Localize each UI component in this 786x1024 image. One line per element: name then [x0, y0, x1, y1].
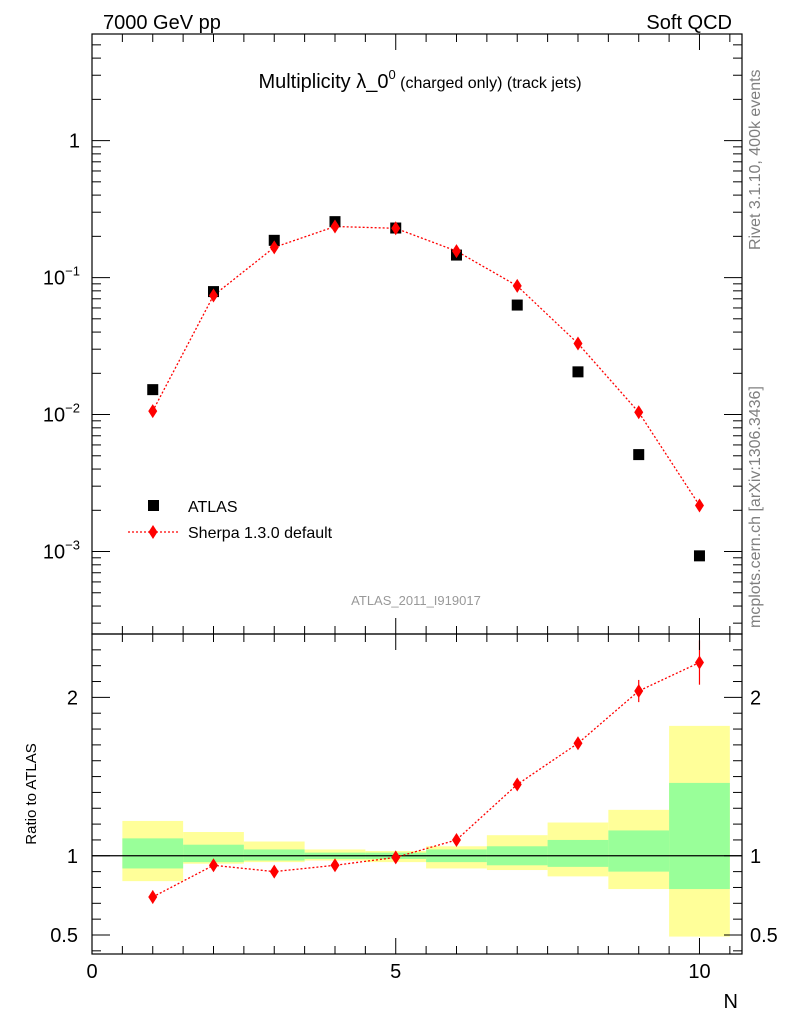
x-tick-label: 0: [86, 961, 97, 983]
atlas-point: [633, 449, 645, 461]
ratio-point: [694, 655, 704, 670]
ratio-y-tick-label-left: 2: [67, 687, 78, 709]
legend-sherpa-label: Sherpa 1.3.0 default: [188, 525, 333, 542]
stat-uncertainty-band: [122, 838, 184, 869]
ratio-point: [451, 832, 461, 847]
stat-uncertainty-band: [608, 830, 670, 872]
ratio-point: [391, 850, 401, 865]
legend-atlas-label: ATLAS: [188, 499, 238, 516]
stat-uncertainty-band: [547, 839, 609, 867]
ratio-point: [573, 736, 583, 751]
ratio-point: [269, 864, 279, 879]
legend: ATLAS Sherpa 1.3.0 default: [128, 499, 333, 542]
y-tick-label: 1: [69, 131, 80, 153]
x-tick-label: 10: [688, 961, 710, 983]
sherpa-point: [148, 404, 158, 419]
rivet-version-label: Rivet 3.1.10, 400k events: [747, 69, 764, 250]
atlas-point: [268, 234, 280, 246]
atlas-point: [572, 366, 584, 378]
sherpa-point: [208, 288, 218, 303]
ratio-panel: 2 2 1 1 0.5 0.5 Ratio to ATLAS: [23, 633, 778, 955]
stat-uncertainty-band: [243, 849, 305, 861]
legend-atlas-marker: [148, 500, 159, 511]
ratio-y-tick-label-right: 1: [750, 846, 761, 868]
atlas-point: [147, 384, 159, 396]
y-tick-label: 10−2: [43, 401, 80, 427]
header-category-label: Soft QCD: [646, 12, 732, 34]
ratio-y-tick-label-left: 0.5: [50, 925, 78, 947]
stat-uncertainty-band: [183, 844, 244, 863]
mcplots-label: mcplots.cern.ch [arXiv:1306.3436]: [747, 386, 764, 628]
header-energy-label: 7000 GeV pp: [103, 12, 221, 34]
ratio-point: [634, 684, 644, 699]
ratio-point: [512, 777, 522, 792]
sherpa-point: [573, 336, 583, 351]
atlas-point: [693, 550, 705, 562]
sherpa-point: [512, 278, 522, 293]
ratio-point: [148, 889, 158, 904]
ratio-point: [208, 858, 218, 873]
legend-sherpa-marker: [148, 525, 158, 539]
main-panel: 1 10−1 10−2 10−3 ATLAS_2011_I919017 ATLAS S…: [43, 33, 743, 635]
sherpa-point: [694, 498, 704, 513]
ratio-point: [330, 858, 340, 873]
x-tick-label: 5: [390, 961, 401, 983]
ratio-panel-frame: [91, 633, 743, 955]
x-axis-label: N: [724, 991, 738, 1013]
sherpa-point: [269, 240, 279, 255]
ratio-y-axis-label: Ratio to ATLAS: [23, 743, 40, 844]
sherpa-point: [451, 244, 461, 259]
main-panel-frame: [91, 33, 743, 635]
atlas-point: [511, 299, 523, 311]
y-tick-label: 10−1: [43, 264, 80, 290]
analysis-id-label: ATLAS_2011_I919017: [351, 593, 481, 608]
sherpa-point: [634, 405, 644, 420]
stat-uncertainty-band: [669, 782, 730, 890]
sherpa-line: [152, 225, 701, 506]
y-tick-label: 10−3: [43, 538, 80, 564]
ratio-y-tick-label-right: 2: [750, 687, 761, 709]
ratio-y-tick-label-right: 0.5: [750, 925, 778, 947]
x-axis: 0 5 10: [86, 961, 710, 983]
chart-title: Multiplicity λ_00 (charged only) (track …: [258, 67, 581, 93]
sherpa-point: [330, 219, 340, 234]
ratio-y-tick-label-left: 1: [67, 846, 78, 868]
sherpa-point: [391, 221, 401, 236]
